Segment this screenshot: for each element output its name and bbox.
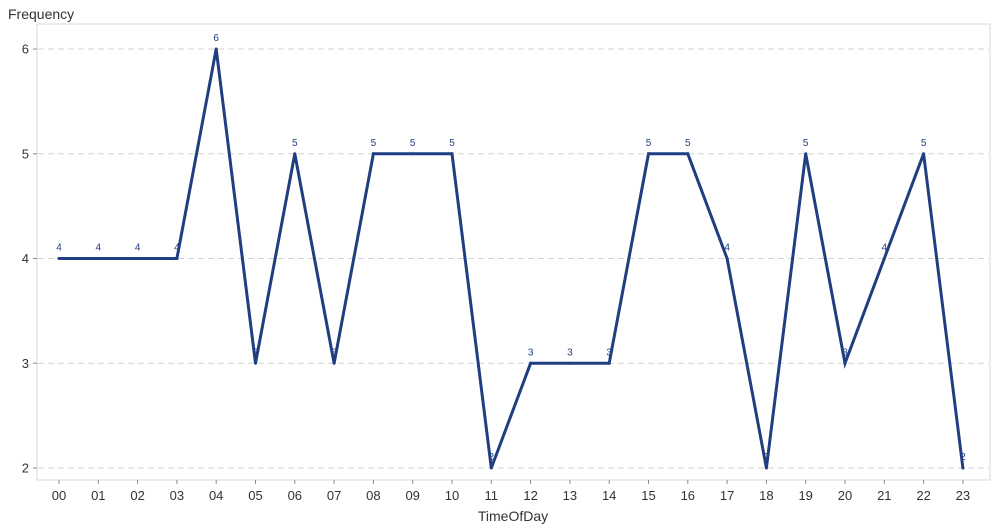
data-point xyxy=(568,361,572,365)
data-label: 5 xyxy=(921,138,927,149)
x-tick-label: 16 xyxy=(681,488,695,503)
y-tick-label: 2 xyxy=(22,461,29,476)
data-point xyxy=(843,361,847,365)
data-label: 4 xyxy=(135,243,141,254)
x-tick-label: 05 xyxy=(248,488,262,503)
data-point xyxy=(254,361,257,365)
data-label: 5 xyxy=(371,138,377,149)
data-label: 6 xyxy=(213,33,219,44)
data-label: 4 xyxy=(174,243,180,254)
series-line xyxy=(57,48,965,470)
plot-frame xyxy=(36,23,991,481)
x-tick-label: 23 xyxy=(956,488,970,503)
data-point xyxy=(607,361,611,365)
data-point xyxy=(411,152,415,156)
x-tick-label: 13 xyxy=(563,488,577,503)
data-point xyxy=(332,361,336,365)
data-point xyxy=(371,152,375,156)
data-label: 4 xyxy=(882,243,888,254)
data-point xyxy=(686,152,690,156)
data-label: 2 xyxy=(960,452,966,463)
data-point xyxy=(922,152,926,156)
data-label: 4 xyxy=(724,243,730,254)
data-label: 3 xyxy=(842,347,848,358)
x-tick-label: 17 xyxy=(720,488,734,503)
x-tick-label: 04 xyxy=(209,488,223,503)
x-tick-label: 11 xyxy=(485,488,499,503)
data-label: 4 xyxy=(56,243,62,254)
data-label: 4 xyxy=(96,243,102,254)
data-label: 5 xyxy=(449,138,455,149)
data-label: 3 xyxy=(253,347,259,358)
x-tick-label: 18 xyxy=(759,488,773,503)
x-tick-label: 22 xyxy=(916,488,930,503)
x-tick-label: 15 xyxy=(641,488,655,503)
data-point xyxy=(647,152,650,156)
x-tick-label: 02 xyxy=(130,488,144,503)
x-tick-label: 21 xyxy=(877,488,891,503)
x-tick-label: 12 xyxy=(523,488,537,503)
data-label: 5 xyxy=(803,138,809,149)
x-tick-label: 06 xyxy=(288,488,302,503)
data-point xyxy=(725,257,729,260)
x-tick-label: 14 xyxy=(602,488,616,503)
x-tick-label: 03 xyxy=(170,488,184,503)
data-point xyxy=(136,257,140,260)
data-label: 3 xyxy=(528,347,534,358)
data-label: 5 xyxy=(646,138,652,149)
data-point xyxy=(175,257,179,260)
data-label: 3 xyxy=(567,347,573,358)
data-point xyxy=(804,152,808,156)
data-point xyxy=(57,257,61,260)
data-point xyxy=(764,466,768,470)
x-tick-label: 07 xyxy=(327,488,341,503)
data-point xyxy=(214,47,218,51)
x-tick-label: 20 xyxy=(838,488,852,503)
y-tick-label: 3 xyxy=(22,356,29,371)
y-tick-label: 4 xyxy=(22,251,29,266)
x-tick-label: 19 xyxy=(798,488,812,503)
data-label: 3 xyxy=(331,347,337,358)
data-point xyxy=(450,152,454,156)
y-tick-label: 5 xyxy=(22,146,29,161)
data-point xyxy=(489,466,493,470)
data-label: 2 xyxy=(489,452,495,463)
x-tick-label: 01 xyxy=(91,488,105,503)
data-point xyxy=(293,152,297,156)
y-axis-title: Frequency xyxy=(8,6,75,22)
data-point xyxy=(96,257,100,260)
x-tick-label: 00 xyxy=(52,488,66,503)
data-label: 5 xyxy=(410,138,416,149)
data-point xyxy=(961,466,965,470)
x-tick-label: 09 xyxy=(405,488,419,503)
data-label: 3 xyxy=(606,347,612,358)
data-label: 2 xyxy=(764,452,770,463)
data-point xyxy=(882,257,886,260)
y-tick-label: 6 xyxy=(22,42,29,57)
data-label: 5 xyxy=(685,138,691,149)
data-label: 5 xyxy=(292,138,298,149)
x-tick-label: 08 xyxy=(366,488,380,503)
x-axis-title: TimeOfDay xyxy=(477,508,549,524)
x-tick-label: 10 xyxy=(445,488,459,503)
data-point xyxy=(529,361,533,365)
